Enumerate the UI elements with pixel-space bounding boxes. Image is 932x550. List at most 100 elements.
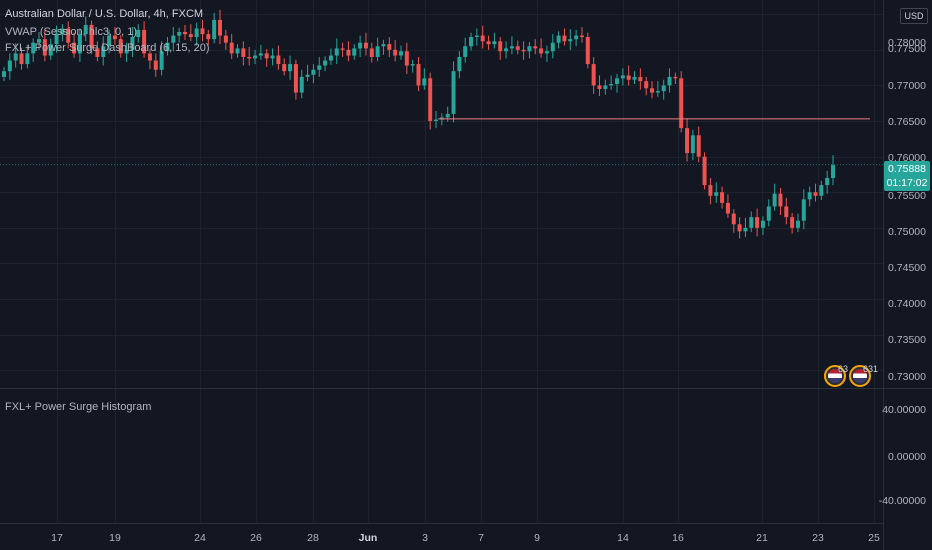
candle-body [702, 156, 707, 186]
histogram-tick: 0.00000 [888, 451, 926, 463]
chart-grid [0, 0, 884, 523]
candle-body [177, 32, 182, 36]
candle-body [667, 76, 672, 86]
candle-body [784, 206, 789, 218]
candle-body [48, 44, 53, 56]
candle-body [725, 202, 730, 214]
candle-body [270, 55, 275, 59]
candle-body [556, 35, 561, 43]
candle-body [720, 192, 725, 203]
candle-body [72, 42, 77, 54]
candles-group [2, 9, 835, 239]
candle-body [229, 42, 234, 54]
us-flag-icon [828, 369, 842, 383]
candle-body [760, 220, 765, 228]
candle-body [679, 78, 684, 129]
candle-body [795, 220, 800, 228]
candle-body [206, 34, 211, 40]
candle-body [708, 185, 713, 196]
candle-body [142, 29, 147, 54]
candle-body [492, 41, 497, 45]
candle-body [544, 51, 549, 54]
economic-event-badge[interactable]: 631 [849, 364, 878, 387]
candle-body [398, 51, 403, 56]
candle-body [685, 128, 690, 154]
candle-body [118, 39, 123, 54]
time-tick: 3 [422, 532, 428, 544]
time-tick: 26 [250, 532, 262, 544]
candle-body [434, 119, 439, 122]
candle-body [83, 24, 88, 35]
currency-button[interactable]: USD [900, 8, 928, 24]
candle-body [661, 85, 666, 92]
candle-body [323, 60, 328, 66]
candle-body [527, 46, 532, 52]
current-price-label: 0.75888 01:17:02 [884, 161, 930, 191]
candle-body [101, 46, 106, 57]
candle-body [311, 69, 316, 75]
time-tick: 28 [307, 532, 319, 544]
candle-body [626, 75, 631, 80]
candle-body [650, 88, 655, 93]
time-tick: 9 [534, 532, 540, 544]
symbol-title[interactable]: Australian Dollar / U.S. Dollar, 4h, FXC… [5, 8, 204, 20]
price-tick: 0.75000 [888, 226, 926, 238]
candle-body [755, 217, 760, 228]
candle-body [352, 48, 357, 56]
candle-body [603, 85, 608, 89]
time-tick: 7 [478, 532, 484, 544]
candle-body [7, 60, 12, 72]
candle-body [696, 135, 701, 157]
candle-body [480, 35, 485, 42]
histogram-title[interactable]: FXL+ Power Surge Histogram [5, 401, 152, 413]
candle-body [171, 35, 176, 43]
candle-body [638, 76, 643, 82]
indicator-dashboard[interactable]: FXL+ Power Surge DashBoard (6, 15, 20) [5, 42, 210, 54]
candle-body [258, 53, 263, 56]
candle-body [200, 28, 205, 35]
candle-body [130, 37, 135, 50]
economic-event-badge[interactable]: 63 [824, 364, 848, 387]
candle-body [568, 39, 573, 42]
candle-body [749, 217, 754, 228]
candle-body [591, 64, 596, 86]
price-tick: 0.76500 [888, 116, 926, 128]
candle-body [19, 53, 24, 65]
price-tick: 0.77000 [888, 80, 926, 92]
indicator-vwap[interactable]: VWAP (Session, hlc3, 0, 1) [5, 26, 138, 38]
time-tick: 17 [51, 532, 63, 544]
current-price-value: 0.75888 [888, 163, 926, 175]
candle-body [445, 113, 450, 118]
candle-body [253, 55, 258, 59]
candle-body [515, 46, 520, 50]
candle-body [486, 41, 491, 45]
candle-body [188, 34, 193, 38]
candle-body [60, 28, 65, 35]
candle-body [212, 19, 217, 40]
candle-body [714, 192, 719, 196]
candle-body [31, 42, 36, 54]
candle-body [147, 53, 152, 61]
candle-body [194, 28, 199, 38]
candle-body [369, 48, 374, 57]
candle-body [790, 217, 795, 228]
candle-body [95, 48, 100, 57]
candle-body [673, 76, 678, 79]
candle-body [457, 56, 462, 72]
price-tick: 0.74000 [888, 298, 926, 310]
bar-countdown: 01:17:02 [886, 177, 928, 189]
candle-body [182, 32, 187, 35]
candle-body [579, 35, 584, 38]
candle-body [609, 84, 614, 86]
candle-body [358, 42, 363, 49]
candle-body [107, 35, 112, 47]
candle-body [562, 35, 567, 42]
candle-body [731, 213, 736, 225]
price-tick: 0.75500 [888, 190, 926, 202]
time-tick: 21 [756, 532, 768, 544]
time-tick: 25 [868, 532, 880, 544]
candle-body [112, 35, 117, 40]
candle-body [124, 49, 129, 54]
candle-body [463, 46, 468, 57]
